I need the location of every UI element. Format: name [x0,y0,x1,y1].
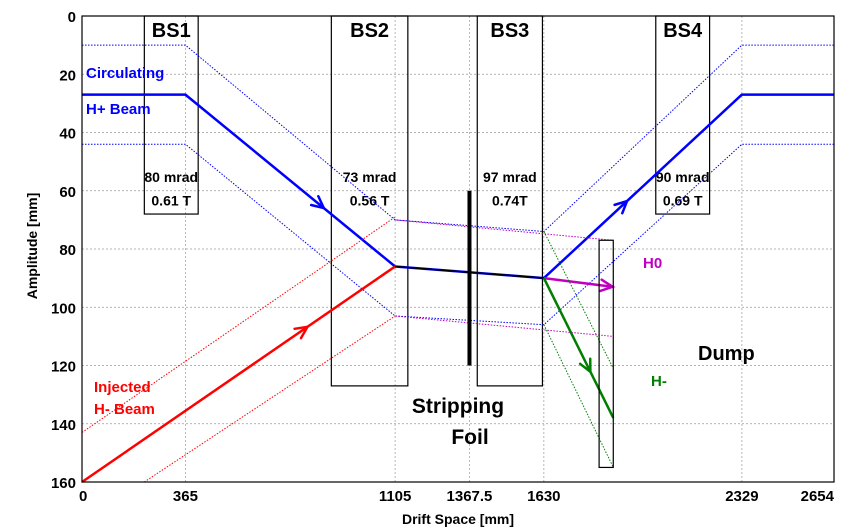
y-axis-label: Amplitude [mm] [24,193,40,300]
series-line-5 [144,315,396,483]
y-tick-label: 40 [59,126,76,143]
series-line-4 [81,216,396,433]
series-line-8 [395,219,614,241]
arrow-head [599,278,616,293]
series-line-9 [395,315,614,337]
foil-label-line1: Stripping [412,395,504,418]
injected-label-line1: Injected [94,379,151,396]
injected-label-line2: H- Beam [94,401,155,418]
arrow-head [613,199,630,215]
y-tick-label: 100 [51,300,76,317]
magnet-bs4: BS4 90 mrad 0.69 T [655,15,711,215]
magnet-name: BS4 [663,20,703,42]
magnet-angle: 90 mrad [656,169,710,185]
magnet-name: BS2 [350,20,389,42]
foil-label-line2: Foil [451,426,488,449]
magnet-bs3: BS3 97 mrad 0.74T [476,15,544,387]
magnet-name: BS3 [490,20,529,42]
magnet-field: 0.61 T [151,192,191,208]
magnet-field: 0.56 T [350,192,390,208]
y-tick-label: 140 [51,417,76,434]
y-tick-label: 80 [59,242,76,259]
magnet-angle: 80 mrad [144,169,198,185]
magnet-bs2: BS2 73 mrad 0.56 T [330,15,409,387]
circulating-label-line1: Circulating [86,65,164,82]
circulating-label-line2: H+ Beam [86,101,151,118]
magnet-field: 0.69 T [663,192,703,208]
series-line-1 [82,44,834,232]
x-axis-label: Drift Space [mm] [402,511,514,527]
series-line-12 [543,324,614,468]
dump-box [598,239,614,469]
x-tick-label: 0 [79,488,87,505]
x-tick-label: 1105 [379,488,412,505]
direction-arrows [293,195,630,375]
x-tick-label: 365 [173,488,198,505]
magnet-field: 0.74T [492,192,528,208]
dump-label: Dump [698,343,755,365]
y-tick-label: 120 [51,359,76,376]
y-tick-label: 0 [68,9,76,26]
magnet-angle: 73 mrad [343,169,397,185]
series-h- [542,277,615,419]
x-tick-label: 1367.5 [447,488,493,505]
y-tick-label: 20 [59,67,76,84]
x-tick-label: 2654 [801,488,835,505]
x-tick-label: 2329 [725,488,758,505]
arrow-head [578,357,592,375]
h0-label: H0 [643,255,662,272]
magnet-bs1: BS1 80 mrad 0.61 T [143,15,199,215]
arrow-head [309,195,327,210]
hminus-label: H- [651,373,667,390]
series-h-beam [81,265,396,484]
magnet-angle: 97 mrad [483,169,537,185]
y-tick-label: 160 [51,475,76,492]
x-tick-label: 1630 [527,488,560,505]
series-h-beam [82,93,834,280]
arrow-head [293,325,310,340]
series-h0 [543,276,614,289]
magnet-name: BS1 [152,20,191,42]
y-tick-label: 60 [59,184,76,201]
plot-frame [81,15,835,483]
